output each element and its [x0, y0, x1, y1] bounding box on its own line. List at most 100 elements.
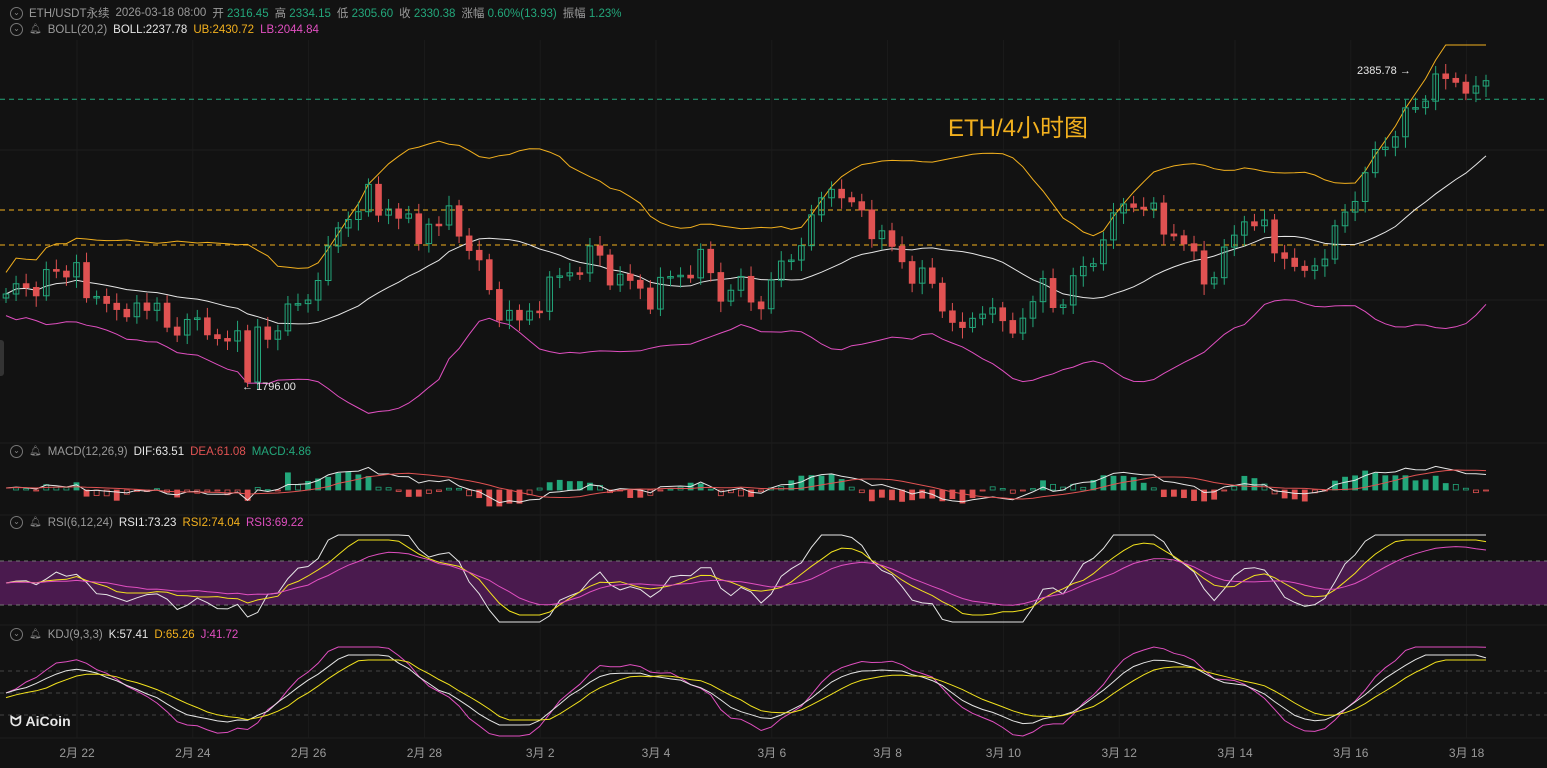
macd-bar — [647, 489, 654, 496]
candle — [1190, 243, 1198, 252]
candle — [445, 205, 453, 226]
candle — [425, 223, 433, 245]
candle — [1462, 81, 1470, 94]
candle — [133, 302, 141, 318]
macd-bar — [637, 489, 644, 498]
macd-bar — [1181, 489, 1187, 499]
macd-bar — [999, 488, 1006, 491]
symbol: ETH/USDT永续 — [29, 8, 110, 20]
bell-icon[interactable]: 🔔︎ — [29, 629, 42, 640]
macd-bar — [788, 480, 795, 491]
candle — [1140, 206, 1147, 210]
candle — [1311, 265, 1319, 271]
candle — [918, 267, 926, 284]
candle — [767, 279, 775, 310]
candle — [506, 309, 513, 321]
collapse-icon[interactable]: ⌄ — [10, 23, 23, 36]
collapse-icon[interactable]: ⌄ — [10, 516, 23, 529]
macd-bar — [1211, 489, 1218, 500]
candle — [1059, 304, 1067, 308]
candle — [1110, 212, 1117, 241]
boll-name: BOLL(20,2) — [47, 23, 108, 36]
macd-bar — [33, 489, 40, 492]
candle — [1351, 200, 1359, 213]
boll-mid-line — [5, 155, 1487, 325]
x-tick-label: 3月 14 — [1217, 746, 1253, 760]
chart-watermark: ETH/4小时图 — [948, 115, 1089, 142]
candle — [1402, 107, 1409, 138]
macd-bar — [1342, 476, 1348, 491]
macd-bar — [415, 489, 422, 497]
x-tick-label: 3月 8 — [873, 746, 902, 760]
kdj-k: K:57.41 — [108, 628, 149, 641]
candle — [1281, 252, 1288, 259]
macd-bar — [1432, 475, 1439, 491]
macd-bar — [466, 489, 473, 497]
close-value: 2330.38 — [413, 8, 456, 20]
macd-bar — [818, 475, 825, 491]
candle — [566, 272, 574, 277]
candle — [163, 302, 171, 328]
candle — [939, 282, 946, 312]
candle — [1090, 263, 1097, 267]
candle — [697, 248, 704, 279]
candle — [707, 248, 715, 274]
collapse-icon[interactable]: ⌄ — [10, 628, 23, 641]
collapse-icon[interactable]: ⌄ — [10, 6, 23, 20]
macd-bar — [657, 489, 664, 492]
macd-bar — [446, 487, 452, 491]
candle — [1291, 257, 1299, 267]
macd-value: MACD:4.86 — [251, 445, 312, 458]
candle — [1261, 219, 1268, 227]
candle — [747, 275, 755, 303]
x-tick-label: 2月 28 — [406, 746, 443, 760]
bell-icon[interactable]: 🔔︎ — [29, 517, 42, 528]
macd-bar — [1221, 489, 1228, 492]
macd-bar — [838, 479, 845, 491]
macd-bar — [1422, 479, 1429, 491]
bell-icon[interactable]: 🔔︎ — [29, 24, 42, 35]
candle — [103, 295, 110, 304]
candle — [475, 249, 483, 261]
candle — [63, 270, 70, 278]
macd-bar — [556, 479, 563, 491]
macd-bar — [1231, 486, 1238, 491]
macd-bar — [868, 489, 875, 502]
candle — [1271, 219, 1278, 254]
candle — [828, 188, 835, 199]
macd-bar — [1473, 489, 1479, 494]
candle — [898, 245, 906, 263]
candle — [1241, 221, 1248, 236]
macd-bar — [1130, 477, 1137, 491]
candle — [244, 330, 251, 383]
candle — [485, 259, 493, 291]
candle — [536, 310, 543, 314]
candle — [42, 269, 50, 297]
side-handle[interactable] — [0, 340, 4, 376]
macd-bar — [1201, 489, 1207, 502]
candle — [576, 272, 584, 275]
candle — [1220, 246, 1228, 279]
candle — [1371, 148, 1379, 174]
candle — [93, 295, 100, 299]
macd-bar — [798, 475, 805, 491]
macd-dif: DIF:63.51 — [133, 445, 185, 458]
candle — [143, 302, 151, 311]
candle — [1442, 73, 1450, 79]
bell-icon[interactable]: 🔔︎ — [29, 446, 42, 457]
macd-bar — [375, 486, 382, 491]
candle — [838, 188, 845, 199]
candle — [526, 310, 533, 321]
candle — [385, 208, 392, 216]
macd-bar — [325, 476, 332, 491]
macd-bar — [1110, 475, 1117, 491]
macd-bar — [1442, 483, 1449, 491]
macd-bar — [1170, 489, 1177, 497]
kdj-name: KDJ(9,3,3) — [47, 628, 103, 641]
collapse-icon[interactable]: ⌄ — [10, 445, 23, 458]
candle — [1100, 239, 1107, 265]
candle — [1130, 203, 1137, 208]
macd-bar — [274, 489, 281, 492]
rsi1-line — [5, 534, 1486, 623]
